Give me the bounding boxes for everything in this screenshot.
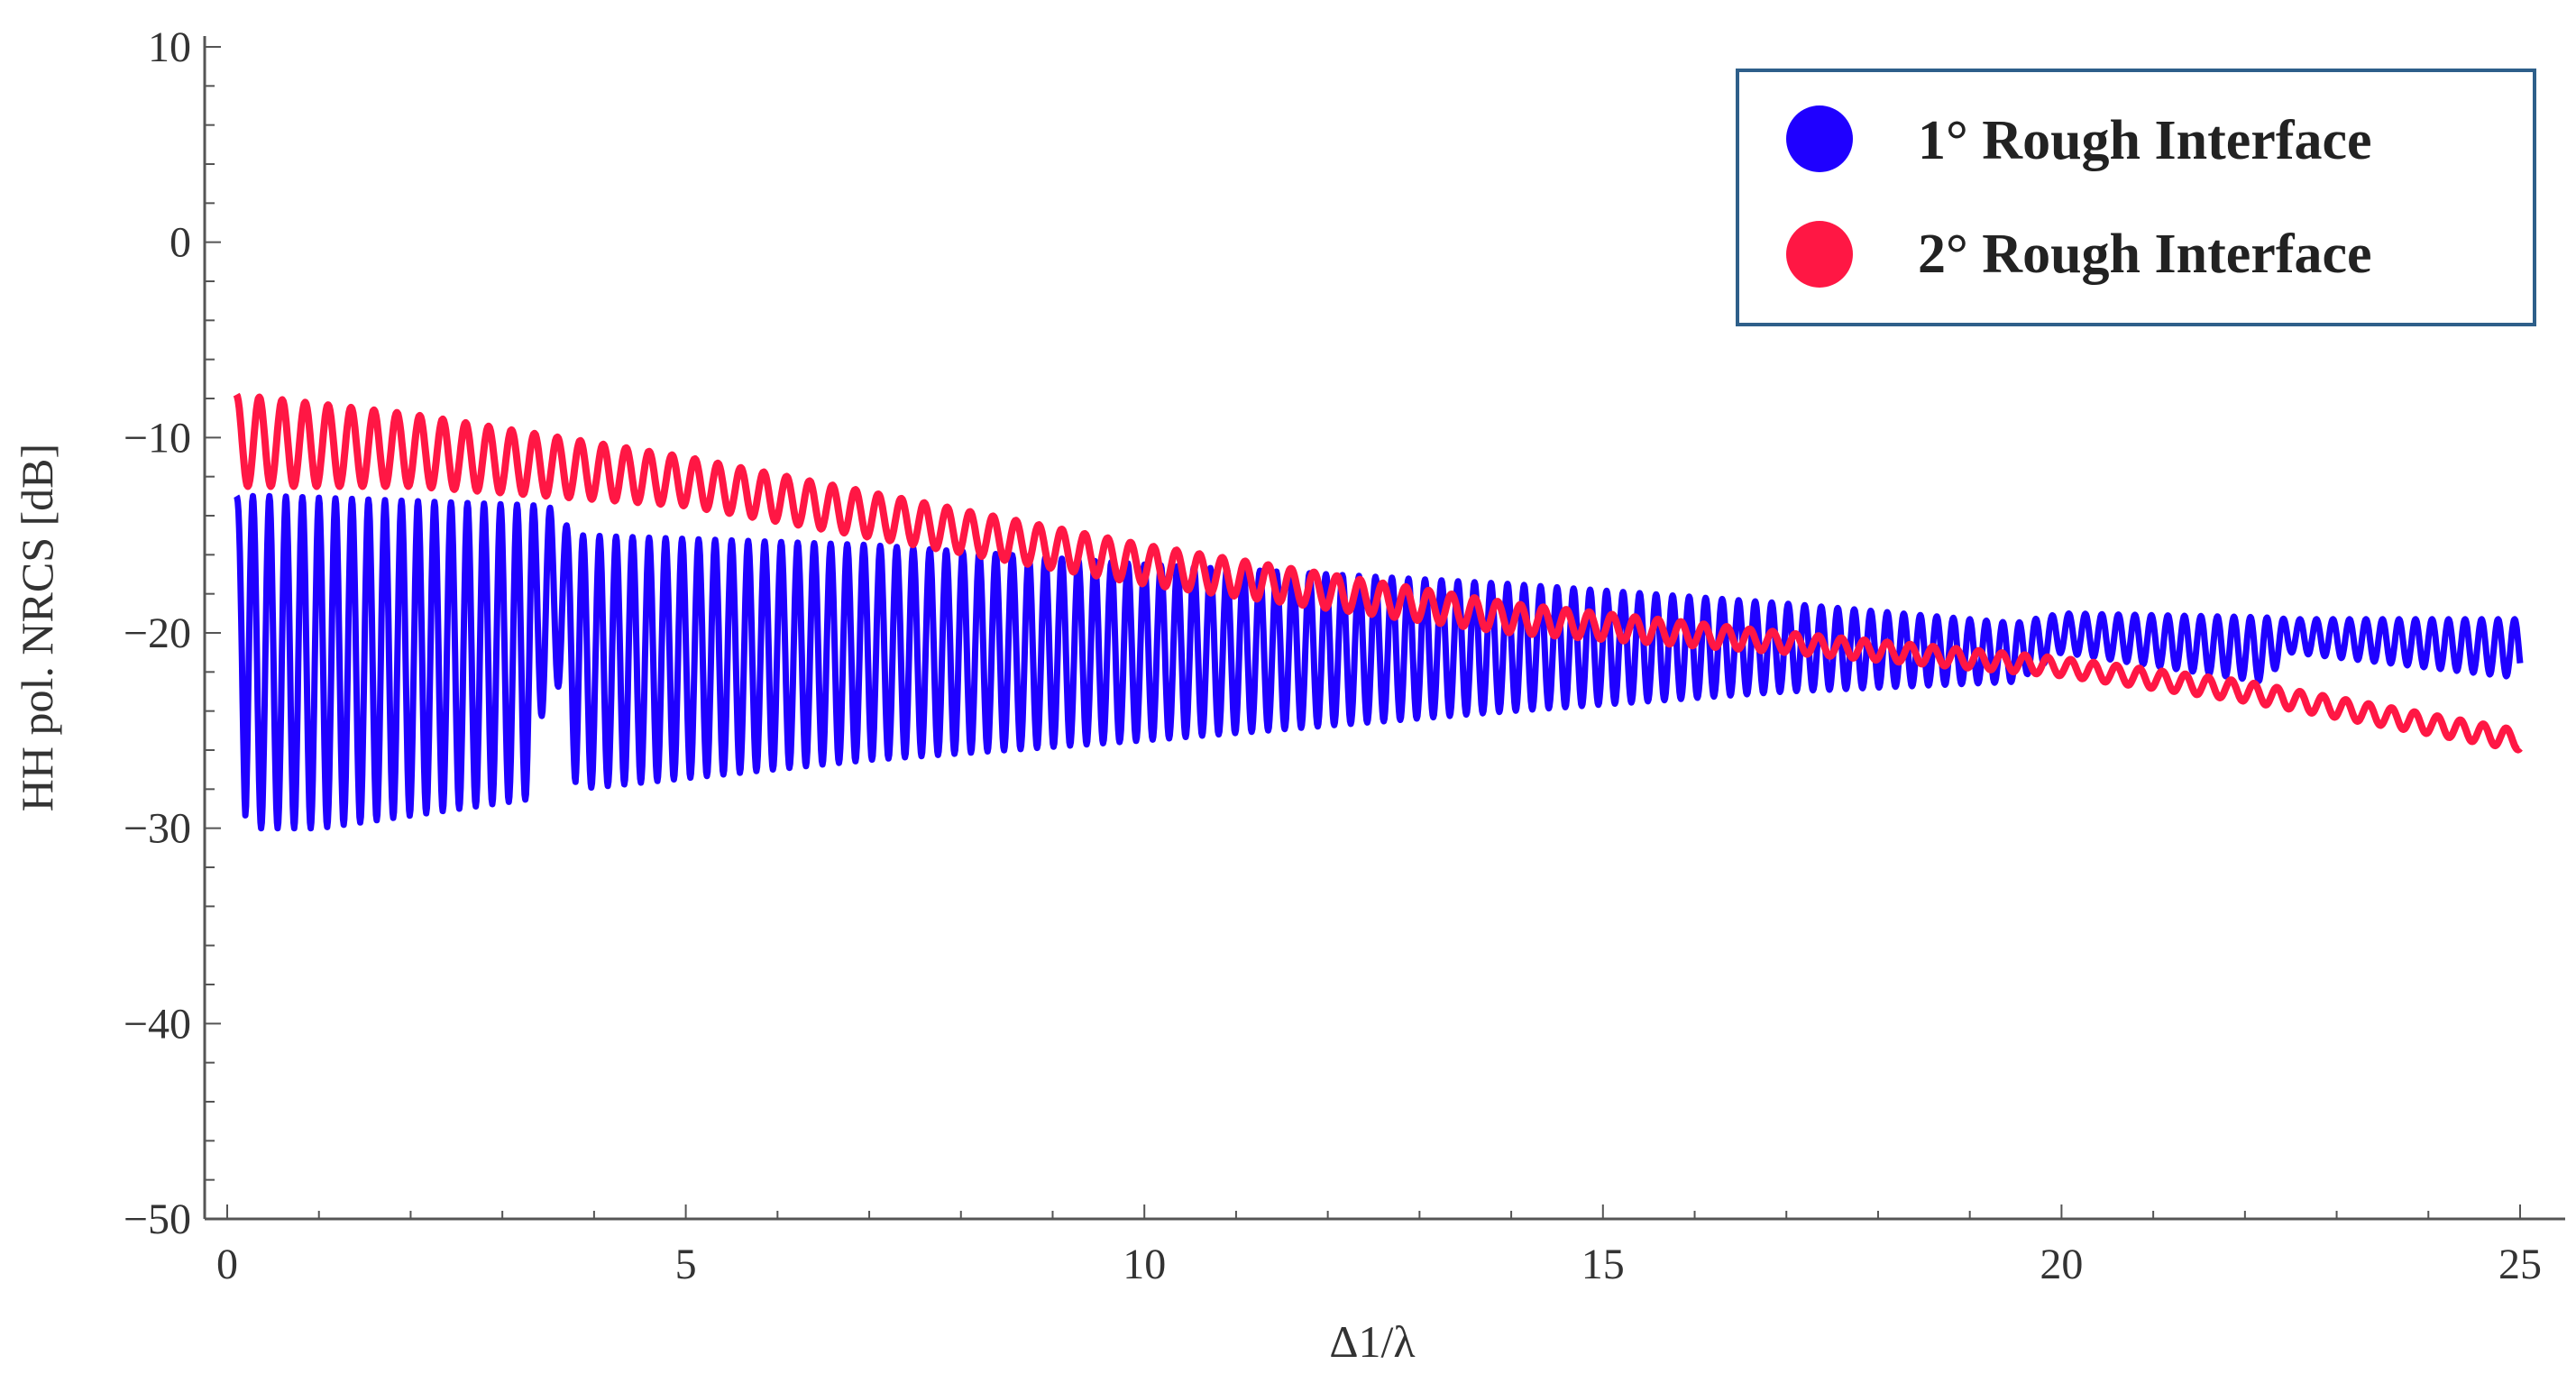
x-tick-label: 25 [2498, 1241, 2542, 1288]
y-tick-label: −20 [124, 609, 191, 657]
legend-label-series-2: 2° Rough Interface [1918, 224, 2372, 285]
y-tick-label: 10 [148, 23, 191, 71]
legend-marker-series-2 [1786, 221, 1853, 288]
x-tick-label: 20 [2040, 1241, 2083, 1288]
y-tick-label: −30 [124, 805, 191, 853]
x-tick-label: 10 [1123, 1241, 1166, 1288]
x-axis-title: Δ1/λ [1329, 1316, 1415, 1367]
series-line-2 [233, 392, 2523, 754]
axes-layer [203, 36, 2565, 1221]
x-tick-label: 5 [675, 1241, 697, 1288]
x-tick-label: 15 [1581, 1241, 1625, 1288]
y-tick-label: 0 [170, 219, 191, 267]
legend-box [1736, 69, 2536, 326]
legend: 1° Rough Interface 2° Rough Interface [1736, 69, 2536, 326]
y-tick-label: −40 [124, 1000, 191, 1048]
legend-marker-series-1 [1786, 105, 1853, 172]
series-layer [233, 392, 2524, 832]
y-axis-title: HH pol. NRCS [dB] [12, 444, 62, 811]
x-tick-label: 0 [216, 1241, 238, 1288]
y-tick-label: −50 [124, 1195, 191, 1243]
series-line-1 [234, 492, 2524, 832]
y-tick-label: −10 [124, 414, 191, 462]
ticks-layer: 0 5 10 15 20 25 10 0 −10 −20 −30 −40 −50 [124, 23, 2542, 1288]
legend-label-series-1: 1° Rough Interface [1918, 110, 2372, 171]
